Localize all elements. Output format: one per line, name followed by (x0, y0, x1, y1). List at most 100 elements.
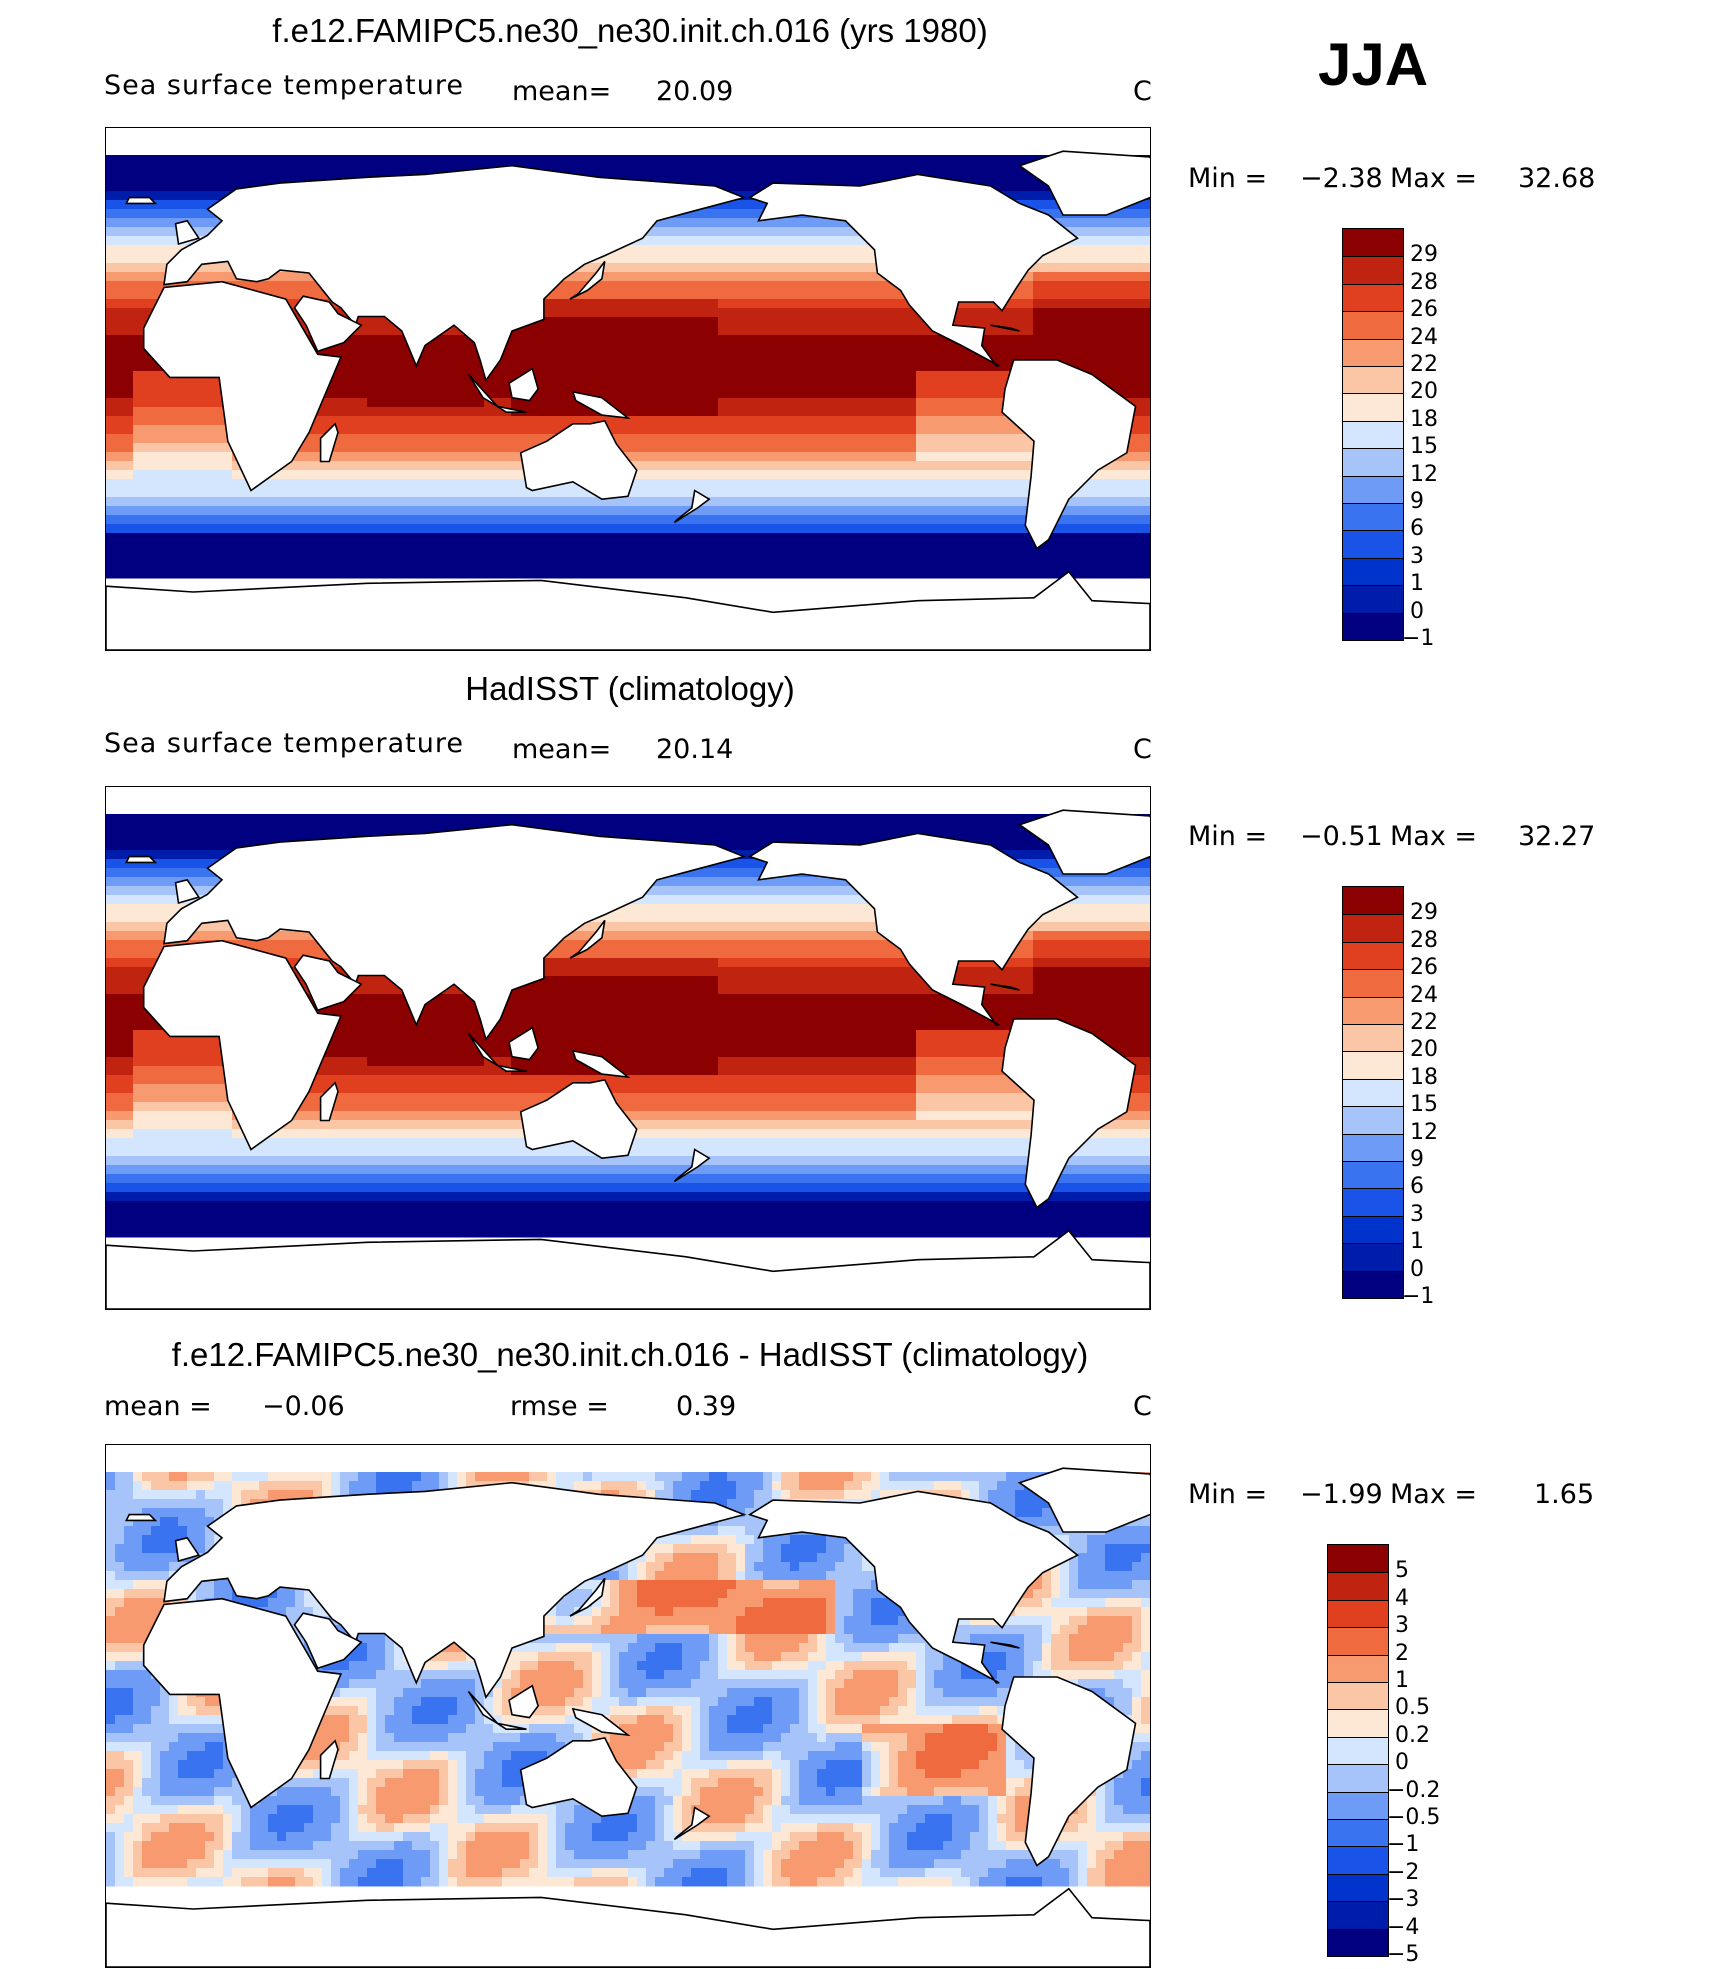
map-cell (196, 182, 206, 192)
map-cell (1105, 515, 1115, 525)
map-cell (466, 425, 476, 435)
map-cell (520, 434, 530, 444)
map-cell (1123, 245, 1133, 255)
map-cell (313, 524, 323, 534)
map-cell (133, 470, 143, 480)
map-cell (340, 407, 350, 417)
map-cell (871, 308, 881, 318)
map-cell (529, 326, 539, 336)
map-cell (106, 389, 116, 399)
map-cell (619, 380, 629, 390)
map-cell (439, 353, 449, 363)
map-cell (664, 470, 674, 480)
map-cell (313, 452, 323, 462)
map-cell (997, 506, 1007, 516)
map-cell (124, 281, 134, 291)
map-cell (1105, 245, 1115, 255)
map-cell (601, 335, 611, 345)
map-cell (763, 443, 773, 453)
map-cell (151, 416, 161, 426)
map-cell (394, 506, 404, 516)
map-cell (835, 353, 845, 363)
map-cell (358, 533, 368, 543)
map-cell (214, 524, 224, 534)
map-cell (1042, 299, 1052, 309)
map-cell (718, 353, 728, 363)
map-cell (214, 182, 224, 192)
map-cell (1069, 317, 1079, 327)
map-cell (214, 434, 224, 444)
map-cell (232, 488, 242, 498)
map-cell (979, 335, 989, 345)
map-cell (790, 371, 800, 381)
map-cell (943, 344, 953, 354)
map-cell (826, 335, 836, 345)
map-cell (691, 281, 701, 291)
map-cell (619, 164, 629, 174)
map-cell (682, 407, 692, 417)
map-cell (1024, 173, 1034, 183)
map-cell (367, 326, 377, 336)
map-cell (502, 443, 512, 453)
map-cell (952, 488, 962, 498)
map-cell (637, 308, 647, 318)
map-cell (745, 155, 755, 165)
map-cell (556, 524, 566, 534)
map-cell (502, 353, 512, 363)
map-cell (736, 227, 746, 237)
map-cell (376, 362, 386, 372)
map-cell (151, 425, 161, 435)
map-cell (988, 344, 998, 354)
map-cell (115, 164, 125, 174)
map-cell (268, 173, 278, 183)
map-cell (349, 155, 359, 165)
map-cell (412, 155, 422, 165)
map-cell (565, 398, 575, 408)
map-cell (1033, 272, 1043, 282)
map-cell (664, 344, 674, 354)
map-cell (691, 506, 701, 516)
map-cell (862, 470, 872, 480)
map-cell (1078, 524, 1088, 534)
map-cell (736, 254, 746, 264)
map-cell (151, 452, 161, 462)
map-cell (529, 362, 539, 372)
map-cell (205, 416, 215, 426)
map-cell (1105, 254, 1115, 264)
map-cell (781, 524, 791, 534)
map-cell (1060, 290, 1070, 300)
map-cell (601, 389, 611, 399)
map-cell (1123, 497, 1133, 507)
map-cell (115, 182, 125, 192)
map-cell (691, 290, 701, 300)
map-cell (1060, 326, 1070, 336)
map-cell (178, 164, 188, 174)
map-cell (853, 515, 863, 525)
map-cell (718, 272, 728, 282)
map-cell (241, 533, 251, 543)
map-cell (322, 524, 332, 534)
map-cell (709, 353, 719, 363)
map-cell (790, 218, 800, 228)
map-cell (160, 155, 170, 165)
map-cell (745, 317, 755, 327)
map-cell (1024, 308, 1034, 318)
map-cell (952, 308, 962, 318)
map-cell (853, 254, 863, 264)
map-cell (592, 155, 602, 165)
map-cell (817, 317, 827, 327)
map-cell (376, 425, 386, 435)
map-cell (889, 164, 899, 174)
map-cell (268, 479, 278, 489)
map-cell (817, 470, 827, 480)
map-cell (853, 164, 863, 174)
map-cell (340, 524, 350, 534)
map-cell (538, 506, 548, 516)
map-cell (106, 254, 116, 264)
map-cell (862, 371, 872, 381)
map-cell (979, 497, 989, 507)
map-cell (538, 155, 548, 165)
map-cell (484, 506, 494, 516)
map-cell (664, 227, 674, 237)
map-cell (718, 290, 728, 300)
